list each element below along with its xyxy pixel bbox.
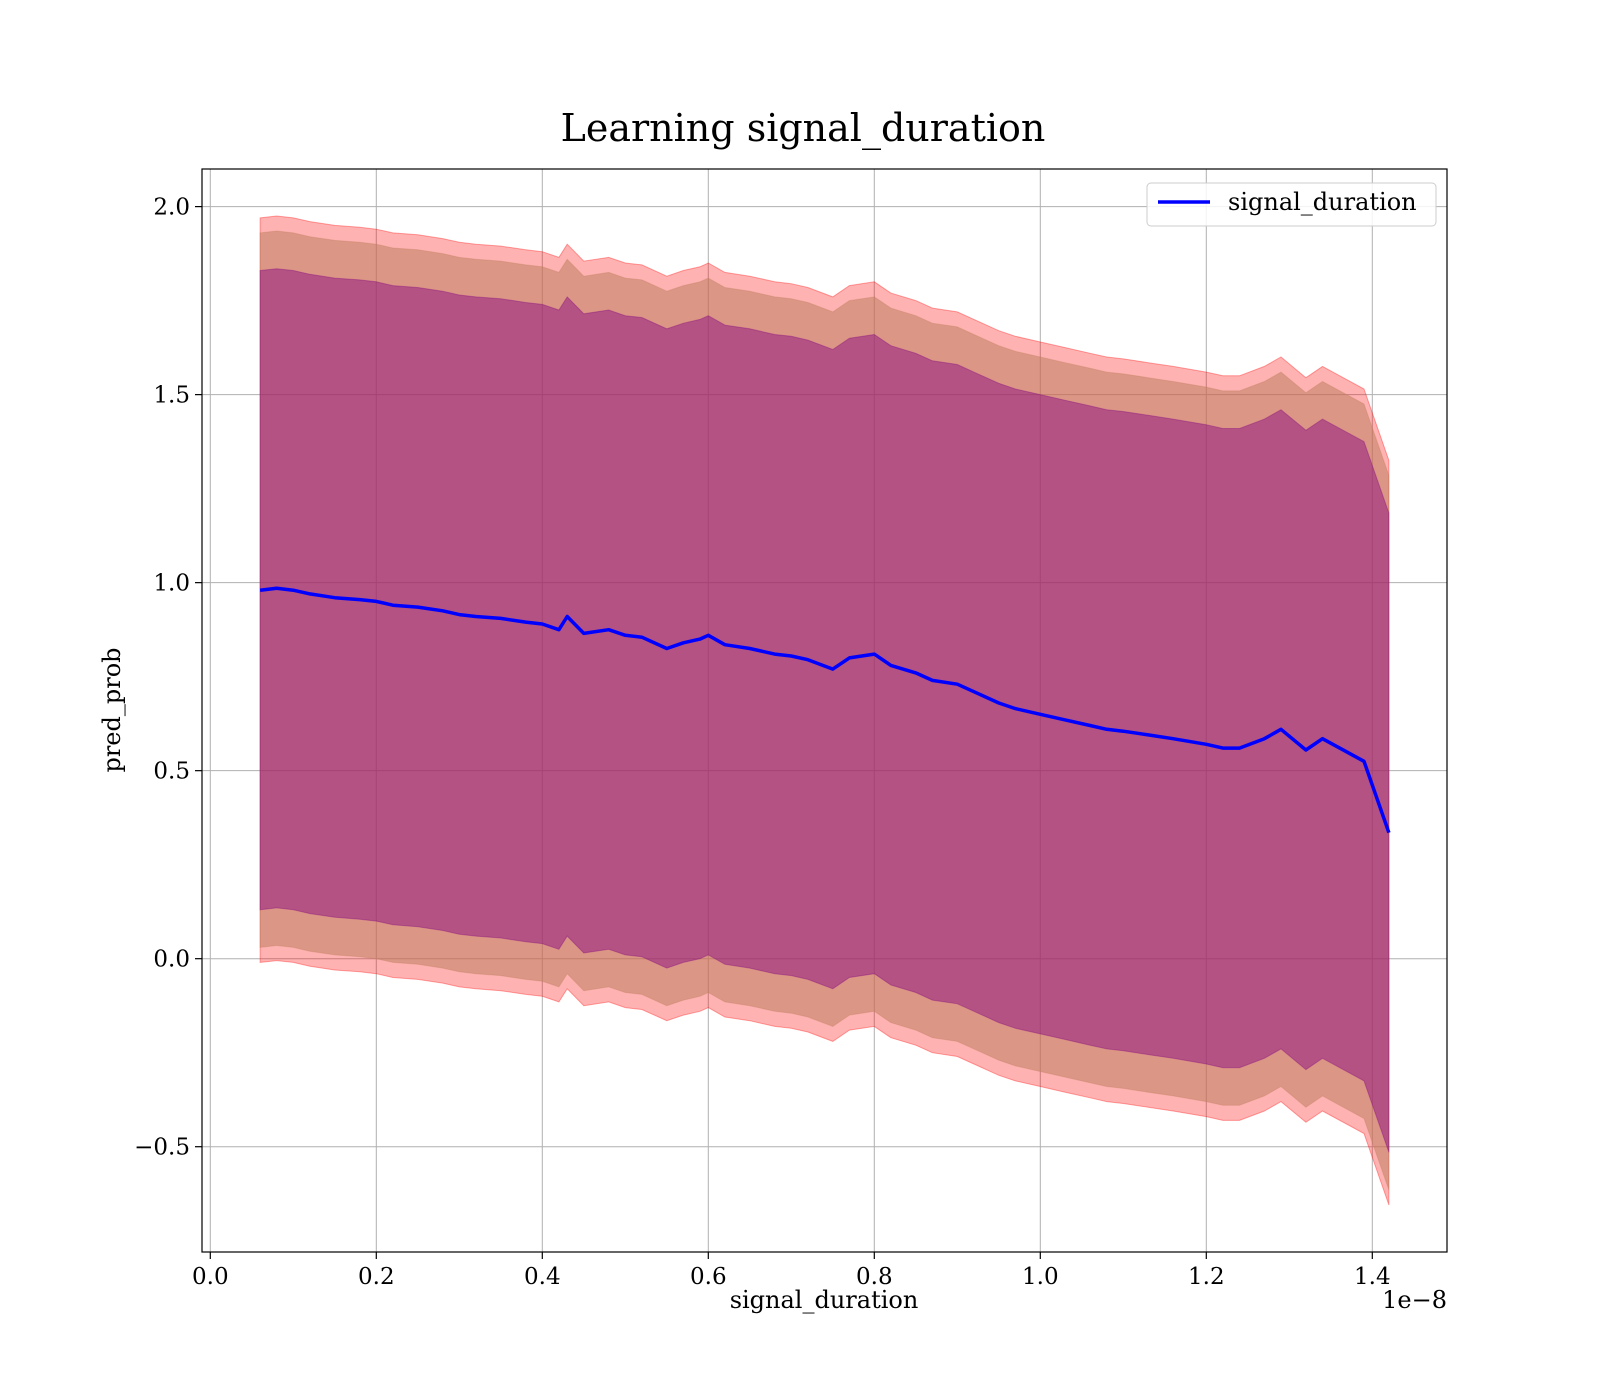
legend-entry-signal-duration: signal_duration <box>1228 188 1417 216</box>
y-tick-label: 1.5 <box>153 383 190 409</box>
x-tick-label: 1.4 <box>1354 1264 1391 1290</box>
band-inner <box>259 268 1390 1153</box>
legend-box <box>1146 182 1437 227</box>
series-line-signal-duration <box>259 586 1391 834</box>
y-tick-label: −0.5 <box>134 1135 190 1161</box>
y-tick-label: 0.0 <box>153 947 190 973</box>
x-tick-label: 1.2 <box>1188 1264 1225 1290</box>
x-axis-offset-label: 1e−8 <box>1382 1286 1447 1314</box>
y-tick-label: 2.0 <box>153 195 190 221</box>
y-tick-label: 1.0 <box>153 571 190 597</box>
x-tick-label: 0.4 <box>524 1264 561 1290</box>
band-middle <box>259 230 1390 1191</box>
y-tick-label: 0.5 <box>153 759 190 785</box>
y-axis-label: pred_prob <box>98 647 126 772</box>
x-tick-label: 0.8 <box>856 1264 893 1290</box>
x-tick-label: 1.0 <box>1022 1264 1059 1290</box>
axis-ticks: 0.0 0.2 0.4 0.6 0.8 1.0 1.2 1.4 −0.5 0.0 0.5 1.0 1.5… <box>134 195 1390 1290</box>
legend: signal_duration <box>1146 182 1437 227</box>
x-axis-label: signal_duration <box>730 1286 919 1314</box>
error-bands <box>259 215 1390 1206</box>
x-tick-label: 0.6 <box>690 1264 727 1290</box>
x-tick-label: 0.0 <box>192 1264 229 1290</box>
plot-frame <box>201 168 1448 1253</box>
x-tick-label: 0.2 <box>358 1264 395 1290</box>
chart-title: Learning signal_duration <box>561 106 1046 151</box>
series-lines <box>259 586 1391 834</box>
